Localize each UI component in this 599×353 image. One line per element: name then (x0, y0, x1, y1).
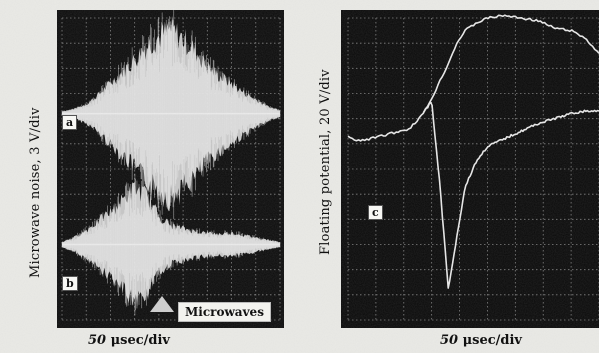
x-axis-unit-ab: μsec/div (110, 333, 170, 348)
x-axis-value-ab: 50 (88, 333, 107, 348)
panel-label-c: c (368, 205, 383, 220)
x-axis-unit-c: μsec/div (462, 333, 522, 348)
panel-label-b: b (62, 276, 78, 291)
y-axis-label-c: Floating potential, 20 V/div (318, 69, 333, 255)
x-axis-label-c: 50 μsec/div (440, 333, 522, 348)
x-axis-value-c: 50 (440, 333, 459, 348)
microwaves-label: Microwaves (178, 302, 271, 322)
x-axis-label-ab: 50 μsec/div (88, 333, 170, 348)
y-axis-label-ab: Microwave noise, 3 V/div (28, 107, 43, 278)
panel-label-a: a (62, 115, 78, 130)
